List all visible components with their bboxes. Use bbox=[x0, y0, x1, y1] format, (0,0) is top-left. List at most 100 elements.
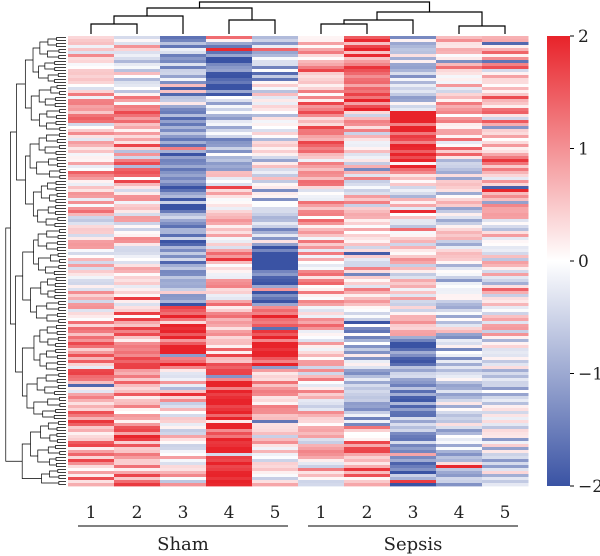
heatmap-cell bbox=[114, 261, 161, 265]
heatmap-cell bbox=[252, 390, 299, 394]
heatmap-cell bbox=[298, 240, 345, 244]
heatmap-cell bbox=[252, 42, 299, 46]
heatmap-cell bbox=[436, 123, 483, 127]
row-dendrogram-link bbox=[42, 410, 56, 418]
heatmap-cell bbox=[436, 180, 483, 184]
heatmap-cell bbox=[206, 240, 253, 244]
heatmap-cell bbox=[482, 369, 529, 373]
heatmap-cell bbox=[344, 360, 391, 364]
heatmap-cell bbox=[114, 189, 161, 193]
row-dendrogram-link bbox=[46, 134, 60, 142]
heatmap-cell bbox=[344, 429, 391, 433]
row-dendrogram-link bbox=[26, 383, 38, 409]
heatmap-cell bbox=[298, 315, 345, 319]
heatmap-cell bbox=[252, 381, 299, 385]
heatmap-cell bbox=[344, 150, 391, 154]
heatmap-cell bbox=[436, 81, 483, 85]
heatmap-cell bbox=[206, 135, 253, 139]
heatmap-cell bbox=[68, 366, 115, 370]
heatmap-cell bbox=[298, 129, 345, 133]
heatmap-cell bbox=[160, 309, 207, 313]
heatmap-cell bbox=[482, 438, 529, 442]
heatmap-cell bbox=[390, 159, 437, 163]
heatmap-cell bbox=[114, 132, 161, 136]
heatmap-cell bbox=[114, 306, 161, 310]
heatmap-cell bbox=[68, 177, 115, 181]
row-dendrogram-link bbox=[55, 187, 66, 191]
heatmap-cell bbox=[252, 63, 299, 67]
heatmap-cell bbox=[390, 354, 437, 358]
heatmap-cell bbox=[298, 423, 345, 427]
heatmap-cell bbox=[114, 69, 161, 73]
heatmap-cell bbox=[68, 441, 115, 445]
heatmap-cell bbox=[160, 378, 207, 382]
heatmap-cell bbox=[344, 42, 391, 46]
heatmap-cell bbox=[252, 411, 299, 415]
heatmap-cell bbox=[114, 312, 161, 316]
heatmap-cell bbox=[160, 126, 207, 130]
heatmap-cell bbox=[482, 354, 529, 358]
heatmap-cell bbox=[390, 75, 437, 79]
heatmap-cell bbox=[298, 381, 345, 385]
heatmap-cell bbox=[482, 54, 529, 58]
heatmap-cell bbox=[68, 318, 115, 322]
heatmap-cell bbox=[252, 408, 299, 412]
heatmap-cell bbox=[114, 180, 161, 184]
heatmap-cell bbox=[298, 249, 345, 253]
heatmap-cell bbox=[252, 69, 299, 73]
heatmap-cell bbox=[436, 114, 483, 118]
heatmap-cell bbox=[114, 273, 161, 277]
heatmap-cell bbox=[482, 321, 529, 325]
heatmap-cell bbox=[436, 414, 483, 418]
heatmap-cell bbox=[206, 111, 253, 115]
heatmap-cell bbox=[206, 93, 253, 97]
heatmap-cell bbox=[114, 60, 161, 64]
heatmap-cell bbox=[344, 183, 391, 187]
heatmap-cell bbox=[436, 210, 483, 214]
row-dendrogram-link bbox=[47, 50, 59, 58]
heatmap-cell bbox=[68, 225, 115, 229]
heatmap-cell bbox=[160, 66, 207, 70]
heatmap-cell bbox=[206, 342, 253, 346]
heatmap-cell bbox=[298, 477, 345, 481]
heatmap-cell bbox=[436, 342, 483, 346]
heatmap-cell bbox=[68, 123, 115, 127]
heatmap-cell bbox=[298, 417, 345, 421]
heatmap-cell bbox=[344, 366, 391, 370]
heatmap-cell bbox=[344, 369, 391, 373]
heatmap-cell bbox=[68, 447, 115, 451]
heatmap-cell bbox=[298, 114, 345, 118]
heatmap-cell bbox=[390, 438, 437, 442]
heatmap-cell bbox=[482, 342, 529, 346]
heatmap-cell bbox=[482, 138, 529, 142]
heatmap-cell bbox=[252, 210, 299, 214]
heatmap-cell bbox=[436, 63, 483, 67]
row-dendrogram-link bbox=[56, 163, 66, 167]
heatmap-cell bbox=[206, 255, 253, 259]
row-dendrogram-link bbox=[56, 433, 66, 437]
heatmap-cell bbox=[390, 369, 437, 373]
row-dendrogram-link bbox=[57, 253, 66, 257]
heatmap-cell bbox=[482, 174, 529, 178]
heatmap-cell bbox=[160, 117, 207, 121]
heatmap-cell bbox=[206, 408, 253, 412]
heatmap-cell bbox=[482, 426, 529, 430]
heatmap-cell bbox=[160, 336, 207, 340]
heatmap-cell bbox=[298, 186, 345, 190]
heatmap-cell bbox=[390, 216, 437, 220]
row-dendrogram-link bbox=[58, 421, 66, 425]
heatmap-cell bbox=[206, 321, 253, 325]
row-dendrogram-link bbox=[36, 377, 47, 391]
heatmap-cell bbox=[160, 324, 207, 328]
row-dendrogram-link bbox=[49, 458, 57, 466]
heatmap-cell bbox=[390, 414, 437, 418]
heatmap-cell bbox=[298, 396, 345, 400]
heatmap-cell bbox=[390, 465, 437, 469]
heatmap-cell bbox=[114, 402, 161, 406]
row-dendrogram-link bbox=[58, 265, 66, 269]
heatmap-cell bbox=[160, 345, 207, 349]
heatmap-cell bbox=[206, 315, 253, 319]
heatmap-cell bbox=[482, 144, 529, 148]
row-dendrogram-link bbox=[55, 181, 66, 185]
heatmap-cell bbox=[206, 243, 253, 247]
